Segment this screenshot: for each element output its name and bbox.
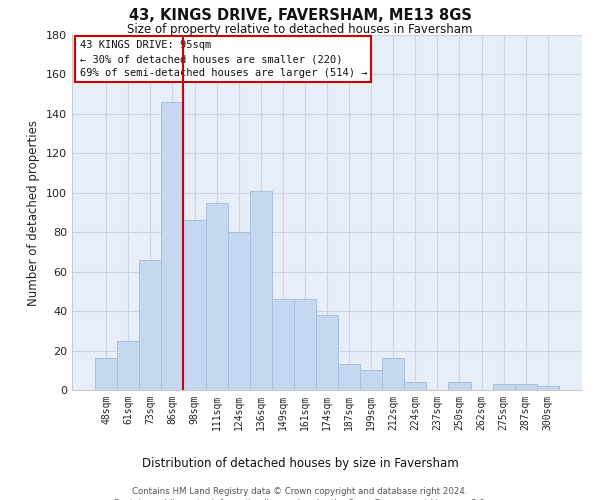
Bar [117, 340, 139, 390]
Bar [250, 191, 272, 390]
Y-axis label: Number of detached properties: Number of detached properties [28, 120, 40, 306]
Bar [360, 370, 382, 390]
Bar [537, 386, 559, 390]
Bar [294, 300, 316, 390]
Bar [493, 384, 515, 390]
Text: 43, KINGS DRIVE, FAVERSHAM, ME13 8GS: 43, KINGS DRIVE, FAVERSHAM, ME13 8GS [128, 8, 472, 22]
Bar [206, 202, 227, 390]
Text: Distribution of detached houses by size in Faversham: Distribution of detached houses by size … [142, 458, 458, 470]
Text: Size of property relative to detached houses in Faversham: Size of property relative to detached ho… [127, 22, 473, 36]
Bar [227, 232, 250, 390]
Bar [139, 260, 161, 390]
Bar [161, 102, 184, 390]
Bar [448, 382, 470, 390]
Text: 43 KINGS DRIVE: 95sqm
← 30% of detached houses are smaller (220)
69% of semi-det: 43 KINGS DRIVE: 95sqm ← 30% of detached … [80, 40, 367, 78]
Bar [382, 358, 404, 390]
Bar [515, 384, 537, 390]
Bar [404, 382, 427, 390]
Bar [316, 315, 338, 390]
Bar [272, 300, 294, 390]
Bar [95, 358, 117, 390]
Bar [184, 220, 206, 390]
Bar [338, 364, 360, 390]
Text: Contains HM Land Registry data © Crown copyright and database right 2024.
Contai: Contains HM Land Registry data © Crown c… [113, 488, 487, 500]
